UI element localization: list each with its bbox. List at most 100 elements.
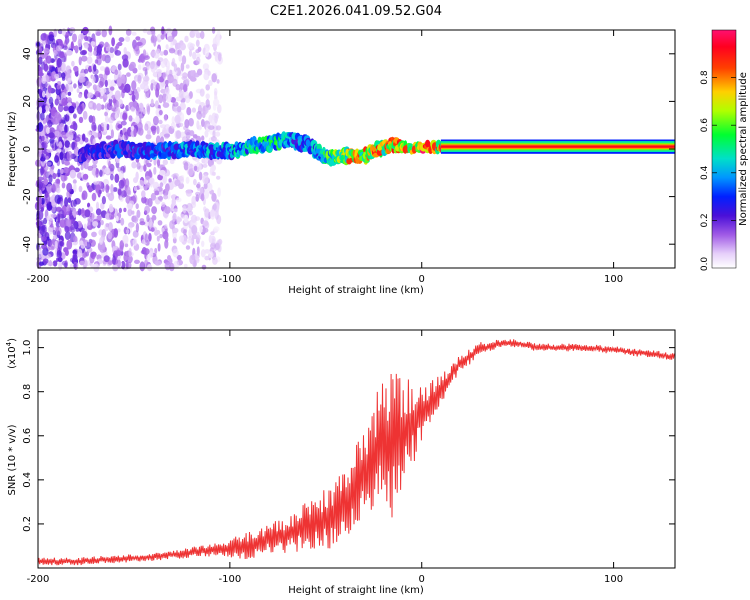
snr-frame: [37, 329, 676, 569]
noise-speckle: [150, 35, 155, 44]
noise-speckle: [54, 194, 61, 204]
noise-speckle: [213, 87, 218, 96]
noise-speckle: [80, 243, 86, 249]
noise-speckle: [145, 175, 151, 181]
noise-speckle: [133, 128, 137, 137]
noise-speckle: [211, 73, 217, 83]
noise-speckle: [83, 159, 89, 170]
noise-speckle: [150, 51, 156, 57]
noise-speckle: [205, 47, 209, 58]
noise-speckle: [63, 45, 68, 50]
noise-speckle: [184, 35, 189, 43]
noise-speckle: [201, 135, 205, 141]
noise-speckle: [46, 183, 53, 194]
noise-speckle: [95, 201, 100, 211]
noise-speckle: [176, 197, 182, 203]
noise-speckle: [195, 56, 201, 65]
noise-speckle: [132, 238, 137, 246]
noise-speckle: [172, 78, 178, 87]
noise-speckle: [201, 119, 205, 127]
noise-speckle: [50, 213, 57, 218]
noise-speckle: [68, 130, 75, 136]
noise-speckle: [157, 243, 161, 252]
noise-speckle: [111, 37, 115, 47]
noise-speckle: [215, 209, 219, 214]
noise-speckle: [196, 183, 201, 189]
noise-speckle: [186, 107, 192, 116]
noise-speckle: [45, 55, 52, 64]
noise-speckle: [55, 45, 62, 52]
noise-speckle: [78, 185, 83, 193]
noise-speckle: [97, 124, 102, 133]
snr-xlabel: Height of straight line (km): [288, 585, 424, 596]
noise-speckle: [87, 130, 92, 137]
noise-speckle: [64, 160, 70, 166]
noise-speckle: [52, 235, 57, 240]
noise-speckle: [195, 39, 200, 47]
noise-speckle: [131, 31, 137, 36]
noise-speckle: [164, 261, 171, 271]
noise-speckle: [52, 229, 56, 236]
noise-speckle: [191, 254, 196, 261]
noise-speckle: [158, 119, 163, 125]
noise-speckle: [135, 203, 139, 210]
noise-speckle: [42, 247, 49, 256]
noise-speckle: [71, 141, 76, 151]
noise-speckle: [208, 79, 213, 87]
noise-speckle: [119, 245, 124, 252]
noise-speckle: [54, 130, 60, 137]
noise-speckle: [115, 215, 119, 222]
noise-speckle: [54, 155, 60, 163]
noise-speckle: [185, 64, 190, 69]
noise-speckle: [118, 207, 122, 214]
spectrogram-xlabel: Height of straight line (km): [288, 285, 424, 296]
noise-speckle: [188, 168, 194, 177]
snr-multiplier-exp: 4: [5, 341, 13, 346]
noise-speckle: [42, 90, 46, 98]
noise-speckle: [144, 233, 149, 243]
noise-speckle: [66, 150, 73, 161]
noise-speckle: [56, 187, 61, 194]
noise-speckle: [74, 167, 80, 173]
noise-speckle: [46, 236, 50, 241]
noise-speckle: [95, 169, 99, 178]
noise-speckle: [179, 122, 184, 128]
noise-speckle: [49, 127, 55, 134]
y-tick-label: 0.2: [22, 516, 33, 532]
y-tick-label: 40: [22, 47, 33, 60]
noise-speckle: [205, 121, 210, 128]
noise-speckle: [208, 235, 213, 244]
noise-speckle: [204, 208, 210, 218]
noise-speckle: [98, 215, 102, 220]
noise-speckle: [114, 90, 121, 101]
noise-speckle: [104, 223, 109, 232]
noise-speckle: [107, 260, 114, 265]
noise-speckle: [82, 173, 89, 180]
y-tick-label: -40: [22, 236, 33, 252]
noise-speckle: [212, 130, 216, 138]
x-tick-label: -200: [27, 274, 50, 285]
noise-speckle: [168, 178, 172, 183]
noise-speckle: [37, 176, 44, 181]
noise-speckle: [156, 60, 161, 67]
noise-speckle: [131, 161, 137, 169]
colorbar-tick-label: 0.8: [700, 70, 710, 85]
noise-speckle: [135, 36, 141, 41]
y-tick-label: 1.0: [22, 340, 33, 356]
noise-speckle: [141, 190, 146, 198]
noise-speckle: [156, 125, 160, 135]
noise-speckle: [193, 165, 198, 171]
noise-speckle: [118, 179, 125, 189]
noise-speckle: [155, 229, 161, 235]
noise-speckle: [103, 255, 110, 263]
noise-speckle: [159, 182, 164, 188]
noise-speckle: [73, 235, 78, 243]
noise-speckle: [109, 105, 115, 111]
noise-speckle: [117, 259, 121, 268]
noise-speckle: [66, 219, 72, 228]
noise-speckle: [105, 115, 109, 123]
noise-speckle: [101, 196, 106, 205]
noise-speckle: [139, 53, 145, 63]
noise-speckle: [124, 243, 129, 248]
